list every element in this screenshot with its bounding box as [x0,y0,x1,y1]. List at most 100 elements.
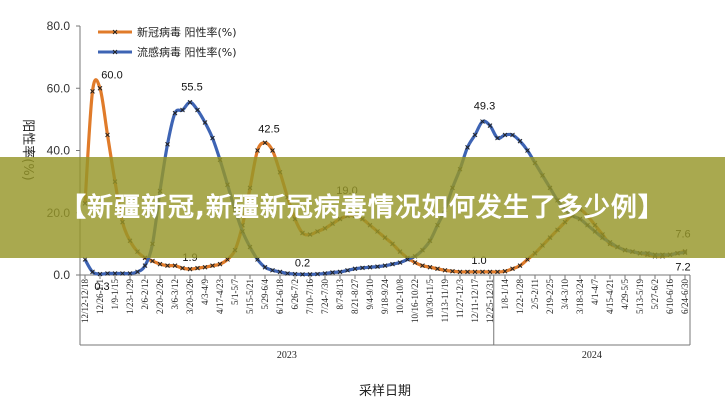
x-tick-label: 9/18-9/24 [380,279,390,314]
data-point [352,266,358,272]
x-tick-label: 2/5-2/11 [530,279,540,309]
x-tick-label: 3/18-3/24 [575,279,585,314]
point-mark [262,140,268,146]
x-tick-label: 12/26-1/1 [95,279,105,314]
data-point [255,257,260,262]
data-point [502,268,508,274]
point-mark [487,123,493,128]
point-mark [502,132,508,138]
data-point [525,257,530,262]
data-point [427,264,433,270]
legend: 新冠病毒 阳性率(%) 流感病毒 阳性率(%) [98,25,237,59]
point-mark [457,269,463,275]
x-tick-label: 11/27-12/3 [455,279,465,319]
x-tick-label: 1/8-1/14 [500,279,510,310]
data-point [457,269,463,275]
point-mark [525,257,530,262]
data-point [465,145,470,150]
x-tick-label: 5/29-6/4 [260,279,270,310]
point-mark [277,269,283,275]
x-tick-label: 6/26-7/2 [290,279,300,310]
data-label: 0.2 [295,257,310,269]
x-tick-label: 12/11-12/17 [470,279,480,323]
point-mark [180,265,185,271]
point-mark [315,271,320,277]
point-mark [105,132,110,138]
point-mark [90,269,95,275]
data-point [262,264,268,270]
data-point [442,267,448,273]
point-mark [127,271,133,276]
data-point [375,264,380,269]
point-mark [495,135,500,141]
point-mark [352,266,358,272]
point-mark [502,268,508,274]
point-mark [427,264,433,270]
point-mark [517,263,523,269]
point-mark [210,263,215,269]
data-point [97,271,103,277]
x-tick-label: 8/21-8/27 [350,279,360,314]
data-label: 49.3 [474,101,495,113]
data-point [202,120,208,125]
x-tick-label: 3/4-3/10 [560,279,570,310]
point-mark [480,119,485,124]
x-tick-label: 5/1-5/7 [230,279,240,305]
point-mark [345,267,350,273]
point-mark [172,263,178,269]
data-point [315,271,320,277]
data-point [510,132,515,138]
x-tick-label: 7/10-7/16 [305,279,315,314]
data-point [292,271,298,277]
x-tick-label: 4/29-5/5 [620,279,630,310]
point-mark [90,89,95,94]
x-tick-label: 2/19-2/25 [545,279,555,314]
point-mark [142,263,148,269]
y-ticks: 0.020.040.060.080.0 [47,19,80,282]
point-mark [360,265,365,271]
point-mark [330,270,335,275]
data-point [225,257,230,262]
data-point [210,135,215,141]
data-point [517,263,523,269]
point-mark [135,269,140,275]
point-mark [112,271,118,276]
data-point [127,271,133,276]
year-label-2023: 2023 [277,350,297,361]
point-mark [450,268,455,274]
data-point [472,132,478,138]
x-tick-label: 4/15-4/21 [605,279,615,314]
legend-marker [112,29,118,35]
data-point [150,258,155,264]
x-tick-label: 3/20-3/26 [185,279,195,314]
point-mark [157,261,163,267]
point-mark [420,263,425,269]
data-point [465,269,470,275]
data-point [367,264,373,270]
x-tick-label: 8/7-8/13 [335,279,345,310]
data-point [435,266,440,272]
point-mark [510,266,515,272]
data-point [217,261,223,267]
data-point [120,271,125,276]
data-point [135,269,140,275]
data-point [480,269,485,275]
legend-marker [112,49,118,55]
data-point [390,261,395,267]
x-tick-label: 11/13-11/19 [440,279,450,323]
point-mark [517,138,523,144]
data-point [82,257,88,262]
x-ticks: 12/12-12/18 12/26-1/1 1/9-1/15 1/23-1/29 2/6… [80,275,690,323]
point-mark [442,267,448,273]
point-mark [217,261,223,267]
x-tick-label: 2/6-2/12 [140,279,150,310]
data-point [142,263,148,269]
data-point [345,267,350,273]
banner-title: 【新疆新冠,新疆新冠病毒情况如何发生了多少例】 [60,192,665,223]
data-label: 60.0 [101,69,122,81]
x-tick-label: 5/15-5/21 [245,279,255,314]
point-mark [480,269,485,275]
x-tick-label: 10/2-10/8 [395,279,405,314]
data-label: 7.2 [675,262,690,274]
data-point [360,265,365,271]
